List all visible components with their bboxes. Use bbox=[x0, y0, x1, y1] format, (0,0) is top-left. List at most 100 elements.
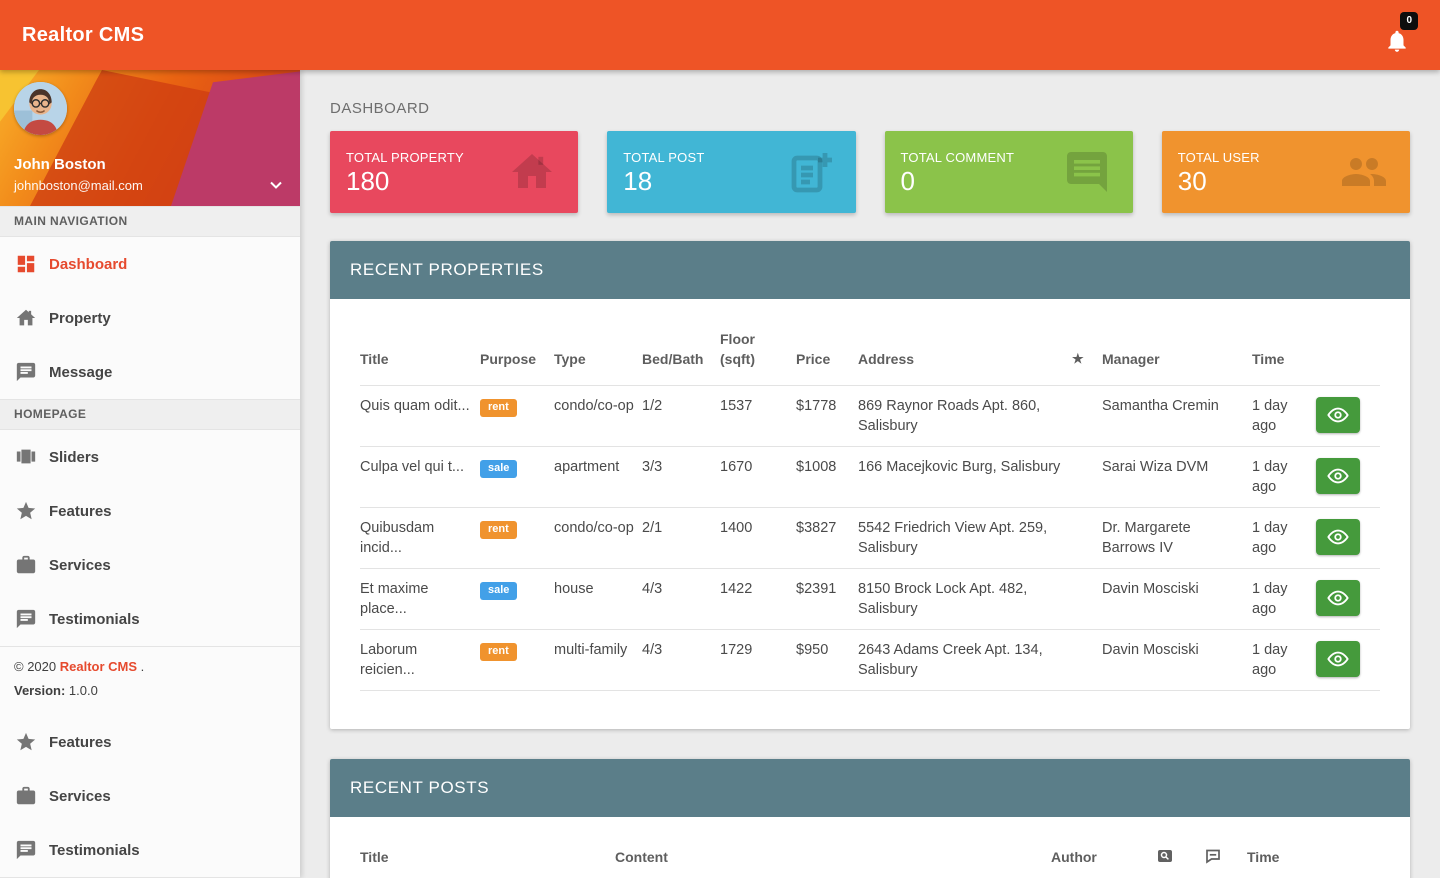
avatar bbox=[14, 82, 67, 135]
property-address: 8150 Brock Lock Apt. 482, Salisbury bbox=[858, 568, 1072, 630]
notifications-button[interactable]: 0 bbox=[1384, 12, 1418, 54]
property-price: $2391 bbox=[796, 568, 858, 630]
purpose-badge: rent bbox=[480, 643, 517, 661]
property-row: Quis quam odit... rent condo/co-op 1/2 1… bbox=[360, 385, 1380, 447]
sidebar-item-sliders[interactable]: Sliders bbox=[0, 430, 300, 484]
user-profile-panel: John Boston johnboston@mail.com bbox=[0, 70, 300, 206]
sidebar-item-features[interactable]: Features bbox=[0, 484, 300, 538]
purpose-badge: rent bbox=[480, 521, 517, 539]
property-time: 1 day ago bbox=[1252, 446, 1316, 508]
property-floor: 1729 bbox=[720, 629, 796, 691]
property-row: Culpa vel qui t... sale apartment 3/3 16… bbox=[360, 446, 1380, 508]
sidebar-item-testimonials-2[interactable]: Testimonials bbox=[0, 823, 300, 877]
main-content: DASHBOARD TOTAL PROPERTY 180 TOTAL POST … bbox=[300, 70, 1440, 878]
property-manager: Dr. Margarete Barrows IV bbox=[1102, 507, 1252, 569]
brand-link[interactable]: Realtor CMS bbox=[59, 659, 138, 674]
col-floor: Floor (sqft) bbox=[720, 331, 755, 367]
purpose-badge: sale bbox=[480, 460, 518, 478]
people-icon bbox=[1340, 148, 1388, 196]
sidebar-item-label: Services bbox=[49, 556, 111, 574]
copyright-suffix: . bbox=[140, 659, 145, 674]
property-title: Quis quam odit... bbox=[360, 385, 480, 447]
view-property-button[interactable] bbox=[1316, 580, 1360, 616]
stat-card-total-property: TOTAL PROPERTY 180 bbox=[330, 131, 579, 213]
chevron-down-icon bbox=[270, 181, 282, 189]
property-price: $3827 bbox=[796, 507, 858, 569]
post-add-icon bbox=[786, 148, 834, 196]
version-value: 1.0.0 bbox=[68, 683, 98, 698]
recent-properties-table: Title Purpose Type Bed/Bath Floor (sqft)… bbox=[360, 299, 1380, 691]
stat-card-total-comment: TOTAL COMMENT 0 bbox=[884, 131, 1133, 213]
property-row: Et maxime place... sale house 4/3 1422 $… bbox=[360, 568, 1380, 630]
top-bar: Realtor CMS 0 bbox=[0, 0, 1440, 70]
view-property-button[interactable] bbox=[1316, 641, 1360, 677]
sliders-carousel-icon bbox=[14, 445, 38, 469]
stat-value: 0 bbox=[900, 166, 915, 196]
sidebar-section-homepage: HOMEPAGE bbox=[0, 399, 300, 430]
stat-label: TOTAL PROPERTY bbox=[346, 150, 464, 165]
sidebar-item-services[interactable]: Services bbox=[0, 538, 300, 592]
sidebar-item-label: Property bbox=[49, 309, 111, 327]
property-title: Quibusdam incid... bbox=[360, 507, 480, 569]
star-icon bbox=[14, 730, 38, 754]
property-manager: Davin Mosciski bbox=[1102, 629, 1252, 691]
property-type: condo/co-op bbox=[554, 507, 642, 569]
view-property-button[interactable] bbox=[1316, 458, 1360, 494]
view-property-button[interactable] bbox=[1316, 519, 1360, 555]
col-title: Title bbox=[360, 817, 615, 878]
col-actions bbox=[1316, 299, 1380, 386]
page-title: DASHBOARD bbox=[330, 100, 430, 117]
property-home-icon bbox=[14, 306, 38, 330]
property-time: 1 day ago bbox=[1252, 629, 1316, 691]
recent-properties-panel: RECENT PROPERTIES Title Purpose Type Bed… bbox=[330, 241, 1410, 729]
purpose-badge: rent bbox=[480, 399, 517, 417]
home-icon bbox=[508, 148, 556, 196]
sidebar-item-label: Message bbox=[49, 363, 113, 381]
message-chat-icon bbox=[14, 360, 38, 384]
dashboard-icon bbox=[14, 252, 38, 276]
testimonials-chat-icon bbox=[14, 838, 38, 862]
sidebar-item-message[interactable]: Message bbox=[0, 345, 300, 399]
col-bed-bath: Bed/Bath bbox=[642, 351, 704, 367]
comment-icon bbox=[1063, 148, 1111, 196]
property-type: multi-family bbox=[554, 629, 642, 691]
property-price: $1778 bbox=[796, 385, 858, 447]
view-property-button[interactable] bbox=[1316, 397, 1360, 433]
property-floor: 1422 bbox=[720, 568, 796, 630]
table-header-row: Title Purpose Type Bed/Bath Floor (sqft)… bbox=[360, 299, 1380, 386]
user-name: John Boston bbox=[14, 156, 106, 173]
property-row: Quibusdam incid... rent condo/co-op 2/1 … bbox=[360, 507, 1380, 569]
stat-card-total-user: TOTAL USER 30 bbox=[1161, 131, 1410, 213]
testimonials-chat-icon bbox=[14, 607, 38, 631]
purpose-badge: sale bbox=[480, 582, 518, 600]
col-title: Title bbox=[360, 351, 389, 367]
eye-icon bbox=[1327, 590, 1349, 606]
sidebar-item-dashboard[interactable]: Dashboard bbox=[0, 237, 300, 291]
col-manager: Manager bbox=[1102, 351, 1160, 367]
col-address: Address bbox=[858, 351, 915, 367]
property-bed-bath: 3/3 bbox=[642, 446, 720, 508]
property-address: 166 Macejkovic Burg, Salisbury bbox=[858, 446, 1072, 508]
sidebar-item-services-2[interactable]: Services bbox=[0, 769, 300, 823]
property-floor: 1670 bbox=[720, 446, 796, 508]
property-price: $1008 bbox=[796, 446, 858, 508]
sidebar-item-label: Services bbox=[49, 787, 111, 805]
star-column-icon: ★ bbox=[1072, 351, 1084, 366]
sidebar-item-features-2[interactable]: Features bbox=[0, 715, 300, 769]
sidebar-item-property[interactable]: Property bbox=[0, 291, 300, 345]
eye-icon bbox=[1327, 468, 1349, 484]
property-bed-bath: 4/3 bbox=[642, 568, 720, 630]
property-manager: Samantha Cremin bbox=[1102, 385, 1252, 447]
sidebar-item-testimonials[interactable]: Testimonials bbox=[0, 592, 300, 646]
profile-menu-toggle[interactable] bbox=[266, 175, 286, 195]
recent-posts-title: RECENT POSTS bbox=[330, 759, 1410, 817]
property-address: 5542 Friedrich View Apt. 259, Salisbury bbox=[858, 507, 1072, 569]
views-icon bbox=[1157, 848, 1173, 864]
property-floor: 1537 bbox=[720, 385, 796, 447]
property-type: house bbox=[554, 568, 642, 630]
property-address: 869 Raynor Roads Apt. 860, Salisbury bbox=[858, 385, 1072, 447]
comments-icon bbox=[1205, 848, 1221, 864]
property-time: 1 day ago bbox=[1252, 568, 1316, 630]
property-price: $950 bbox=[796, 629, 858, 691]
copyright-text: © 2020 bbox=[14, 659, 57, 674]
